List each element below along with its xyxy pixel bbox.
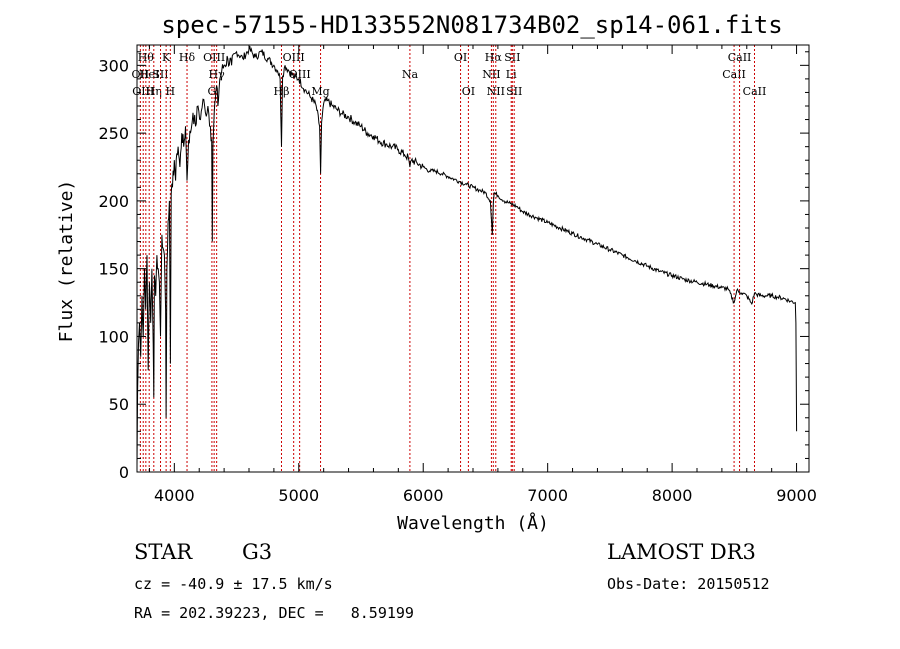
line-label-11: Hγ xyxy=(209,68,226,81)
line-label-27: CaII xyxy=(743,85,767,98)
line-label-5: SII xyxy=(152,68,168,81)
observation-date: Obs-Date: 20150512 xyxy=(607,575,770,593)
line-label-10: OIII xyxy=(203,51,225,64)
survey-name: LAMOST DR3 xyxy=(607,540,756,564)
axis-ticks: 4000 5000 6000 7000 8000 9000 0 50 100 150 200 250 3… xyxy=(98,45,817,505)
line-label-4: Hη xyxy=(146,85,162,98)
line-label-18: OI xyxy=(462,85,475,98)
line-label-6: K xyxy=(162,51,171,64)
line-label-15: Mg xyxy=(311,85,329,98)
line-label-7: H xyxy=(166,85,176,98)
x-tick-label-1: 5000 xyxy=(278,486,319,505)
redshift-cz: cz = -40.9 ± 17.5 km/s xyxy=(134,575,333,593)
line-label-24: SII xyxy=(506,85,522,98)
y-tick-label-4: 200 xyxy=(98,192,129,211)
line-label-12: Hβ xyxy=(274,85,290,98)
spectrum-series-line xyxy=(136,45,798,466)
line-label-8: Hδ xyxy=(179,51,196,64)
x-tick-label-3: 7000 xyxy=(527,486,568,505)
line-label-26: CaII xyxy=(728,51,752,64)
line-label-21: NII xyxy=(487,85,505,98)
line-label-13: OIII xyxy=(283,51,305,64)
line-label-19: NII xyxy=(482,68,500,81)
line-label-3: HeI xyxy=(139,68,159,81)
line-label-0: OII xyxy=(132,68,150,81)
x-tick-label-4: 8000 xyxy=(652,486,693,505)
object-type: STAR xyxy=(134,540,193,564)
y-tick-label-6: 300 xyxy=(98,56,129,75)
x-tick-label-2: 6000 xyxy=(403,486,444,505)
y-tick-label-1: 50 xyxy=(109,395,129,414)
coordinates: RA = 202.39223, DEC = 8.59199 xyxy=(134,604,414,622)
line-label-25: CaII xyxy=(722,68,746,81)
plot-frame xyxy=(136,44,810,473)
line-label-17: OI xyxy=(454,51,467,64)
line-label-2: Hθ xyxy=(138,51,155,64)
x-tick-label-5: 9000 xyxy=(776,486,817,505)
y-tick-label-5: 250 xyxy=(98,124,129,143)
chart-title: spec-57155-HD133552N081734B02_sp14-061.f… xyxy=(161,11,782,39)
line-label-9: G xyxy=(208,85,217,98)
object-subclass: G3 xyxy=(242,540,273,564)
line-marker-layer: OIIOIIIHθHeIHηSIIKHHδGOIIIHγHβOIIIOIIIMg… xyxy=(132,45,767,472)
y-tick-label-2: 100 xyxy=(98,327,129,346)
line-label-23: SII xyxy=(504,51,520,64)
line-label-16: Na xyxy=(402,68,419,81)
line-label-20: Hα xyxy=(485,51,503,64)
x-tick-label-0: 4000 xyxy=(154,486,195,505)
y-axis-label: Flux (relative) xyxy=(56,180,77,343)
y-tick-label-3: 150 xyxy=(98,260,129,279)
line-label-22: Li xyxy=(506,68,517,81)
y-tick-label-0: 0 xyxy=(119,463,129,482)
x-axis-label: Wavelength (Å) xyxy=(397,512,549,534)
